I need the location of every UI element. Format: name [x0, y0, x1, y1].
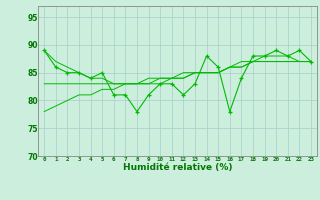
X-axis label: Humidité relative (%): Humidité relative (%)	[123, 163, 232, 172]
